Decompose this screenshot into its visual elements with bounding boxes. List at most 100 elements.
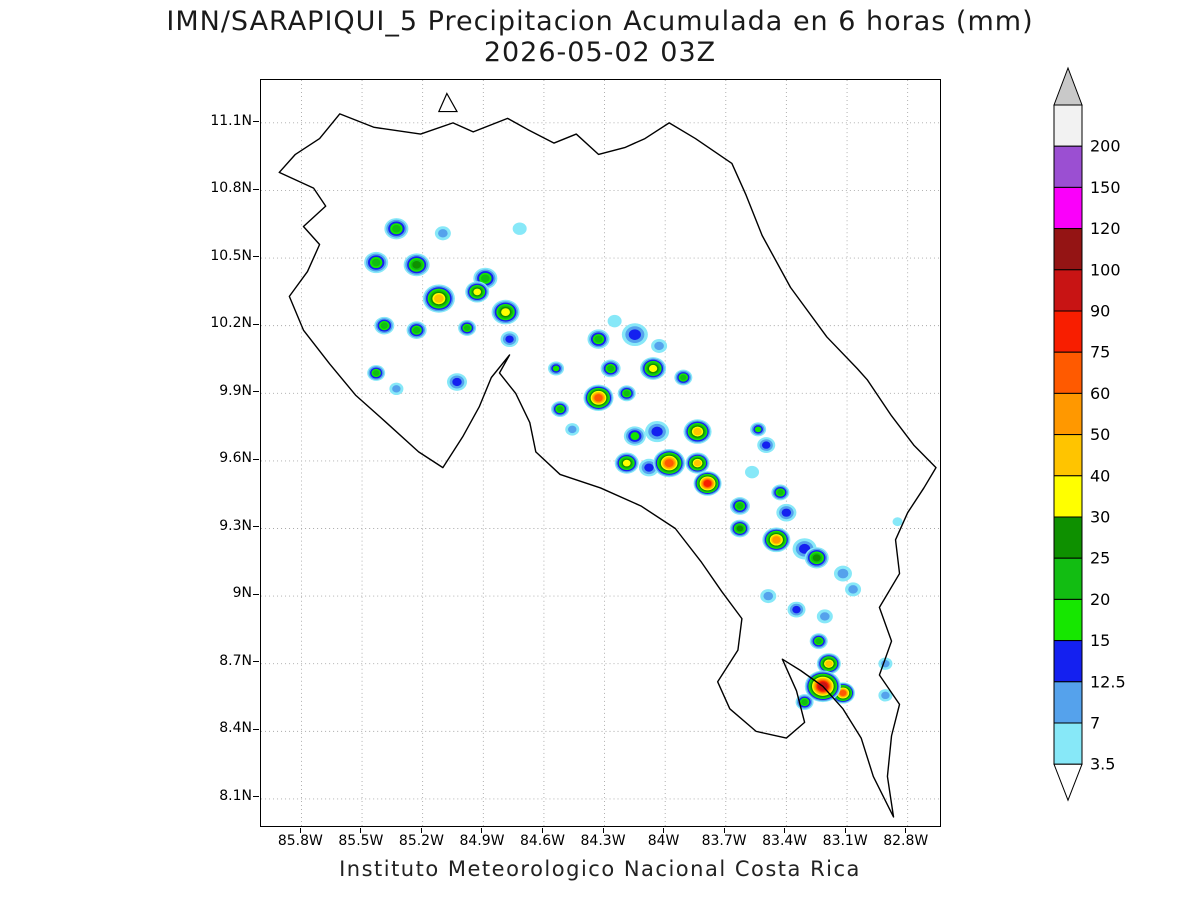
- colorbar-label: 200: [1090, 137, 1121, 156]
- x-tick-label: 83.4W: [762, 833, 808, 849]
- colorbar-band: [1053, 598, 1083, 642]
- colorbar-label: 50: [1090, 425, 1110, 444]
- x-tick-mark: [299, 828, 301, 833]
- y-tick-label: 10.2N: [210, 315, 252, 332]
- y-tick-mark: [253, 526, 259, 528]
- x-tick-label: 85.8W: [277, 833, 323, 849]
- colorbar-band: [1053, 351, 1083, 394]
- precip-cell: [446, 373, 468, 391]
- precip-cell: [458, 320, 477, 336]
- precip-cell: [617, 385, 636, 402]
- precip-cell: [685, 452, 710, 474]
- precip-cell: [729, 497, 750, 515]
- colorbar-band: [1053, 557, 1083, 600]
- chart-title: IMN/SARAPIQUI_5 Precipitacion Acumulada …: [166, 6, 1034, 37]
- precip-cell: [422, 284, 455, 313]
- precip-cell: [548, 361, 565, 376]
- precip-cell: [892, 517, 903, 527]
- precip-cell: [757, 437, 776, 453]
- x-tick-label: 83.1W: [822, 833, 868, 849]
- precip-cell: [406, 321, 427, 339]
- y-tick-mark: [253, 661, 259, 663]
- y-tick-mark: [253, 593, 259, 595]
- x-tick-label: 84.9W: [459, 833, 505, 849]
- x-tick-mark: [360, 828, 362, 833]
- precip-cell: [384, 218, 409, 240]
- precip-cell: [878, 689, 893, 702]
- precip-cell: [651, 338, 668, 353]
- y-tick-mark: [253, 728, 259, 730]
- colorbar-band: [1053, 145, 1083, 188]
- colorbar-band: [1053, 640, 1083, 683]
- precip-cell: [693, 471, 722, 496]
- map-frame: [260, 79, 941, 827]
- precip-cell: [683, 419, 712, 444]
- y-tick-label: 10.5N: [210, 247, 252, 264]
- colorbar-label: 3.5: [1090, 755, 1115, 774]
- precip-cell: [512, 222, 527, 235]
- x-tick-label: 83.7W: [701, 833, 747, 849]
- x-tick-label: 84.6W: [519, 833, 565, 849]
- precip-cell: [776, 503, 797, 522]
- colorbar-label: 40: [1090, 466, 1110, 485]
- x-tick-mark: [905, 828, 907, 833]
- precip-cell: [729, 519, 750, 538]
- precip-cell: [465, 281, 490, 303]
- precip-cell: [809, 633, 828, 650]
- colorbar-label: 25: [1090, 549, 1110, 568]
- colorbar-label: 120: [1090, 219, 1121, 238]
- precip-cell: [389, 382, 404, 396]
- precip-cell: [745, 465, 760, 479]
- precipitation-map: [261, 80, 940, 826]
- precip-cell: [614, 452, 639, 474]
- colorbar-band: [1053, 392, 1083, 436]
- colorbar-band: [1053, 681, 1083, 724]
- y-tick-label: 8.7N: [219, 652, 252, 669]
- colorbar-label: 30: [1090, 508, 1110, 527]
- precip-cell: [674, 369, 693, 386]
- precip-cell: [403, 253, 430, 277]
- precip-cell: [816, 609, 833, 624]
- x-tick-mark: [481, 828, 483, 833]
- precip-cell: [500, 331, 519, 348]
- precip-cell: [750, 422, 767, 437]
- y-tick-mark: [253, 188, 259, 190]
- precip-cell: [434, 226, 451, 241]
- precip-cell: [645, 420, 670, 443]
- y-tick-mark: [253, 121, 259, 123]
- colorbar-top-arrow: [1053, 66, 1083, 106]
- precip-cell: [640, 357, 667, 380]
- colorbar-label: 20: [1090, 590, 1110, 609]
- precip-cell: [583, 384, 614, 412]
- x-tick-label: 82.8W: [883, 833, 929, 849]
- x-tick-label: 85.2W: [398, 833, 444, 849]
- lake-nicaragua-outline: [437, 92, 459, 113]
- x-tick-mark: [784, 828, 786, 833]
- x-tick-mark: [844, 828, 846, 833]
- y-tick-label: 9.9N: [219, 382, 252, 399]
- colorbar-band: [1053, 516, 1083, 559]
- precip-cell: [551, 401, 570, 417]
- precip-cell: [762, 527, 791, 553]
- colorbar-band: [1053, 310, 1083, 353]
- precip-cell: [621, 323, 648, 347]
- precip-cell: [587, 329, 610, 349]
- precip-cell: [607, 314, 622, 328]
- y-tick-mark: [253, 256, 259, 258]
- y-tick-label: 9.3N: [219, 517, 252, 534]
- y-tick-label: 8.4N: [219, 720, 252, 737]
- colorbar-bottom-arrow: [1053, 763, 1083, 802]
- y-tick-label: 10.8N: [210, 180, 252, 197]
- precip-cell: [845, 582, 862, 597]
- x-tick-mark: [602, 828, 604, 833]
- precip-cell: [653, 448, 686, 478]
- y-tick-mark: [253, 323, 259, 325]
- colorbar-band: [1053, 228, 1083, 271]
- colorbar-band: [1053, 434, 1083, 477]
- precip-cell: [816, 653, 841, 675]
- y-tick-label: 8.1N: [219, 787, 252, 804]
- colorbar-label: 15: [1090, 631, 1110, 650]
- chart-subtitle: 2026-05-02 03Z: [483, 37, 717, 68]
- x-tick-mark: [663, 828, 665, 833]
